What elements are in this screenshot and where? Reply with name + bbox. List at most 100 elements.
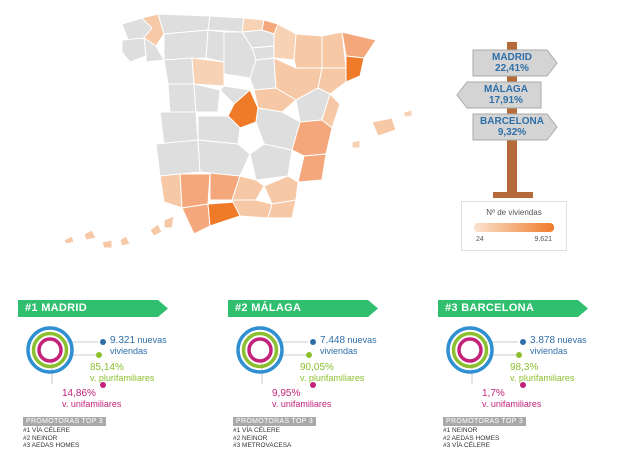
- stat-viviendas: 3.878 nuevas viviendas: [530, 335, 587, 356]
- province-canarias-3: [101, 239, 113, 249]
- ring-outer: [236, 326, 284, 374]
- province-canarias-6: [163, 215, 175, 229]
- stat-viviendas: 9.321 nuevas viviendas: [110, 335, 167, 356]
- stat-plurifamiliares: 85,14% v. plurifamiliares: [90, 362, 155, 384]
- province-valladolid: [191, 57, 225, 87]
- stat-plurifamiliares: 90,05% v. plurifamiliares: [300, 362, 365, 384]
- promotora-item: #1 VÍA CÉLERE: [233, 427, 280, 434]
- province-sevilla: [179, 173, 211, 209]
- stat-viviendas: 7.448 nuevas viviendas: [320, 335, 377, 356]
- dot-plurifamiliares: [516, 352, 522, 358]
- signpost-graphic: [456, 42, 558, 198]
- ring-middle: [31, 331, 69, 369]
- promotoras-list: #1 NEINOR #2 AEDAS HOMES #3 VÍA CÉLERE: [443, 427, 499, 450]
- promotora-item: #1 VÍA CÉLERE: [23, 427, 70, 434]
- dot-unifamiliares: [100, 382, 106, 388]
- ring-chart: [236, 326, 308, 384]
- city-card-malaga: #2 MÁLAGA 7.448 nuevas viviendas 90,05% v. p…: [228, 300, 428, 450]
- province-barcelona: [345, 55, 365, 83]
- promotoras-list: #1 VÍA CÉLERE #2 NEINOR #3 METROVACESA: [233, 427, 291, 450]
- province-canarias-5: [149, 223, 163, 237]
- province-navarra: [273, 23, 297, 61]
- promotora-item: #1 NEINOR: [443, 427, 478, 434]
- ring-outer: [446, 326, 494, 374]
- province-girona: [341, 31, 377, 59]
- dot-viviendas: [310, 339, 316, 345]
- province-caceres: [159, 111, 199, 145]
- province-huesca: [293, 33, 323, 69]
- legend-gradient-bar: [474, 223, 554, 232]
- province-canarias-4: [119, 235, 131, 247]
- province-pontevedra: [121, 37, 147, 63]
- province-guadalajara: [253, 87, 297, 113]
- dot-plurifamiliares: [96, 352, 102, 358]
- province-cadiz: [181, 203, 211, 235]
- ring-middle: [241, 331, 279, 369]
- province-avila: [193, 83, 221, 113]
- rank-banner: [438, 300, 588, 317]
- legend-title: Nº de viviendas: [486, 208, 542, 217]
- province-murcia: [263, 175, 299, 205]
- promotora-item: #3 VÍA CÉLERE: [443, 442, 490, 449]
- province-albacete: [249, 143, 293, 181]
- province-alicante: [297, 153, 327, 183]
- ring-inner: [247, 337, 273, 363]
- ring-inner: [457, 337, 483, 363]
- stat-unifamiliares: 14,86% v. unifamiliares: [62, 388, 122, 410]
- city-card-barcelona: #3 BARCELONA 3.878 nuevas viviendas 98,3% v.…: [438, 300, 638, 450]
- dot-viviendas: [520, 339, 526, 345]
- sign-madrid: MADRID 22,41%: [492, 52, 532, 74]
- spain-choropleth-map: [63, 13, 413, 249]
- ranking-signpost: MADRID 22,41% MÁLAGA 17,91% BARCELONA 9,32%: [455, 42, 575, 202]
- sign-barcelona: BARCELONA 9,32%: [480, 116, 544, 138]
- stat-unifamiliares: 9,95% v. unifamiliares: [272, 388, 332, 410]
- dot-unifamiliares: [310, 382, 316, 388]
- promotoras-title: PROMOTORAS TOP 3: [233, 417, 317, 426]
- sign-malaga: MÁLAGA 17,91%: [484, 84, 528, 106]
- rank-title: #3 BARCELONA: [445, 302, 535, 314]
- dot-viviendas: [100, 339, 106, 345]
- province-badajoz: [155, 139, 201, 177]
- ring-inner: [37, 337, 63, 363]
- promotora-item: #2 NEINOR: [233, 434, 268, 442]
- rank-title: #2 MÁLAGA: [235, 302, 302, 314]
- province-palencia: [205, 29, 225, 63]
- promotora-item: #3 METROVACESA: [233, 442, 292, 449]
- ring-chart: [446, 326, 518, 384]
- rank-banner: [228, 300, 378, 317]
- province-canarias-1: [63, 235, 75, 245]
- promotoras-title: PROMOTORAS TOP 3: [443, 417, 527, 426]
- rank-banner: [18, 300, 168, 317]
- province-cordoba: [199, 171, 241, 201]
- stat-unifamiliares: 1,7% v. unifamiliares: [482, 388, 542, 410]
- promotoras-list: #1 VÍA CÉLERE #2 NEINOR #3 AEDAS HOMES: [23, 427, 79, 450]
- map-legend: Nº de viviendas 24 9.621: [461, 201, 567, 251]
- province-ourense: [143, 37, 165, 63]
- promotoras-title: PROMOTORAS TOP 3: [23, 417, 107, 426]
- city-card-madrid: #1 MADRID 9.321 nuevas viviendas 85,14% v. p…: [18, 300, 218, 450]
- province-huelva: [159, 173, 183, 209]
- stat-plurifamiliares: 98,3% v. plurifamiliares: [510, 362, 575, 384]
- province-toledo: [197, 115, 241, 145]
- promotora-item: #2 NEINOR: [23, 434, 58, 442]
- province-almeria: [267, 199, 297, 219]
- province-cantabria: [207, 15, 245, 33]
- province-jaen: [231, 175, 265, 201]
- legend-max: 9.621: [534, 236, 552, 243]
- dot-unifamiliares: [520, 382, 526, 388]
- province-leon: [163, 29, 209, 61]
- promotora-item: #3 AEDAS HOMES: [23, 442, 80, 449]
- promotora-item: #2 AEDAS HOMES: [443, 434, 500, 442]
- province-zamora: [163, 57, 195, 85]
- dot-plurifamiliares: [306, 352, 312, 358]
- ring-chart: [26, 326, 98, 384]
- ring-outer: [26, 326, 74, 374]
- ring-middle: [451, 331, 489, 369]
- province-ciudad-real: [197, 139, 251, 177]
- legend-min: 24: [476, 236, 484, 243]
- province-menorca: [403, 109, 413, 118]
- province-canarias-2: [83, 229, 97, 241]
- rank-title: #1 MADRID: [25, 302, 87, 314]
- province-mallorca: [371, 117, 397, 137]
- province-salamanca: [167, 83, 197, 113]
